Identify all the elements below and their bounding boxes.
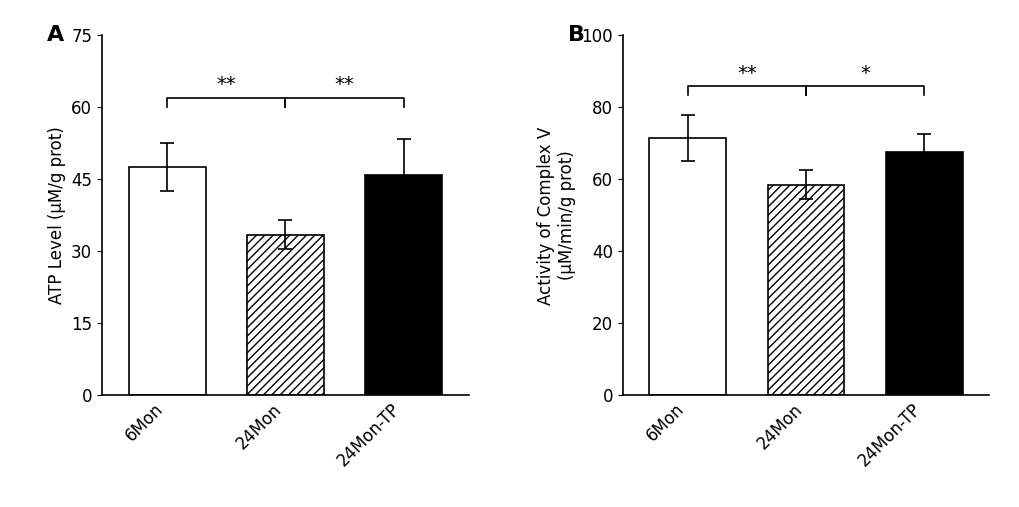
Bar <box>767 185 844 395</box>
Text: **: ** <box>334 75 354 94</box>
Bar <box>886 153 962 395</box>
Text: **: ** <box>216 75 235 94</box>
Bar <box>247 235 323 395</box>
Bar <box>128 167 205 395</box>
Bar <box>365 175 441 395</box>
Text: B: B <box>568 25 584 45</box>
Bar <box>649 138 726 395</box>
Text: *: * <box>859 64 869 83</box>
Text: **: ** <box>737 64 756 83</box>
Y-axis label: Activity of Complex V
(μM/min/g prot): Activity of Complex V (μM/min/g prot) <box>536 126 576 305</box>
Y-axis label: ATP Level (μM/g prot): ATP Level (μM/g prot) <box>48 127 65 304</box>
Text: A: A <box>47 25 64 45</box>
